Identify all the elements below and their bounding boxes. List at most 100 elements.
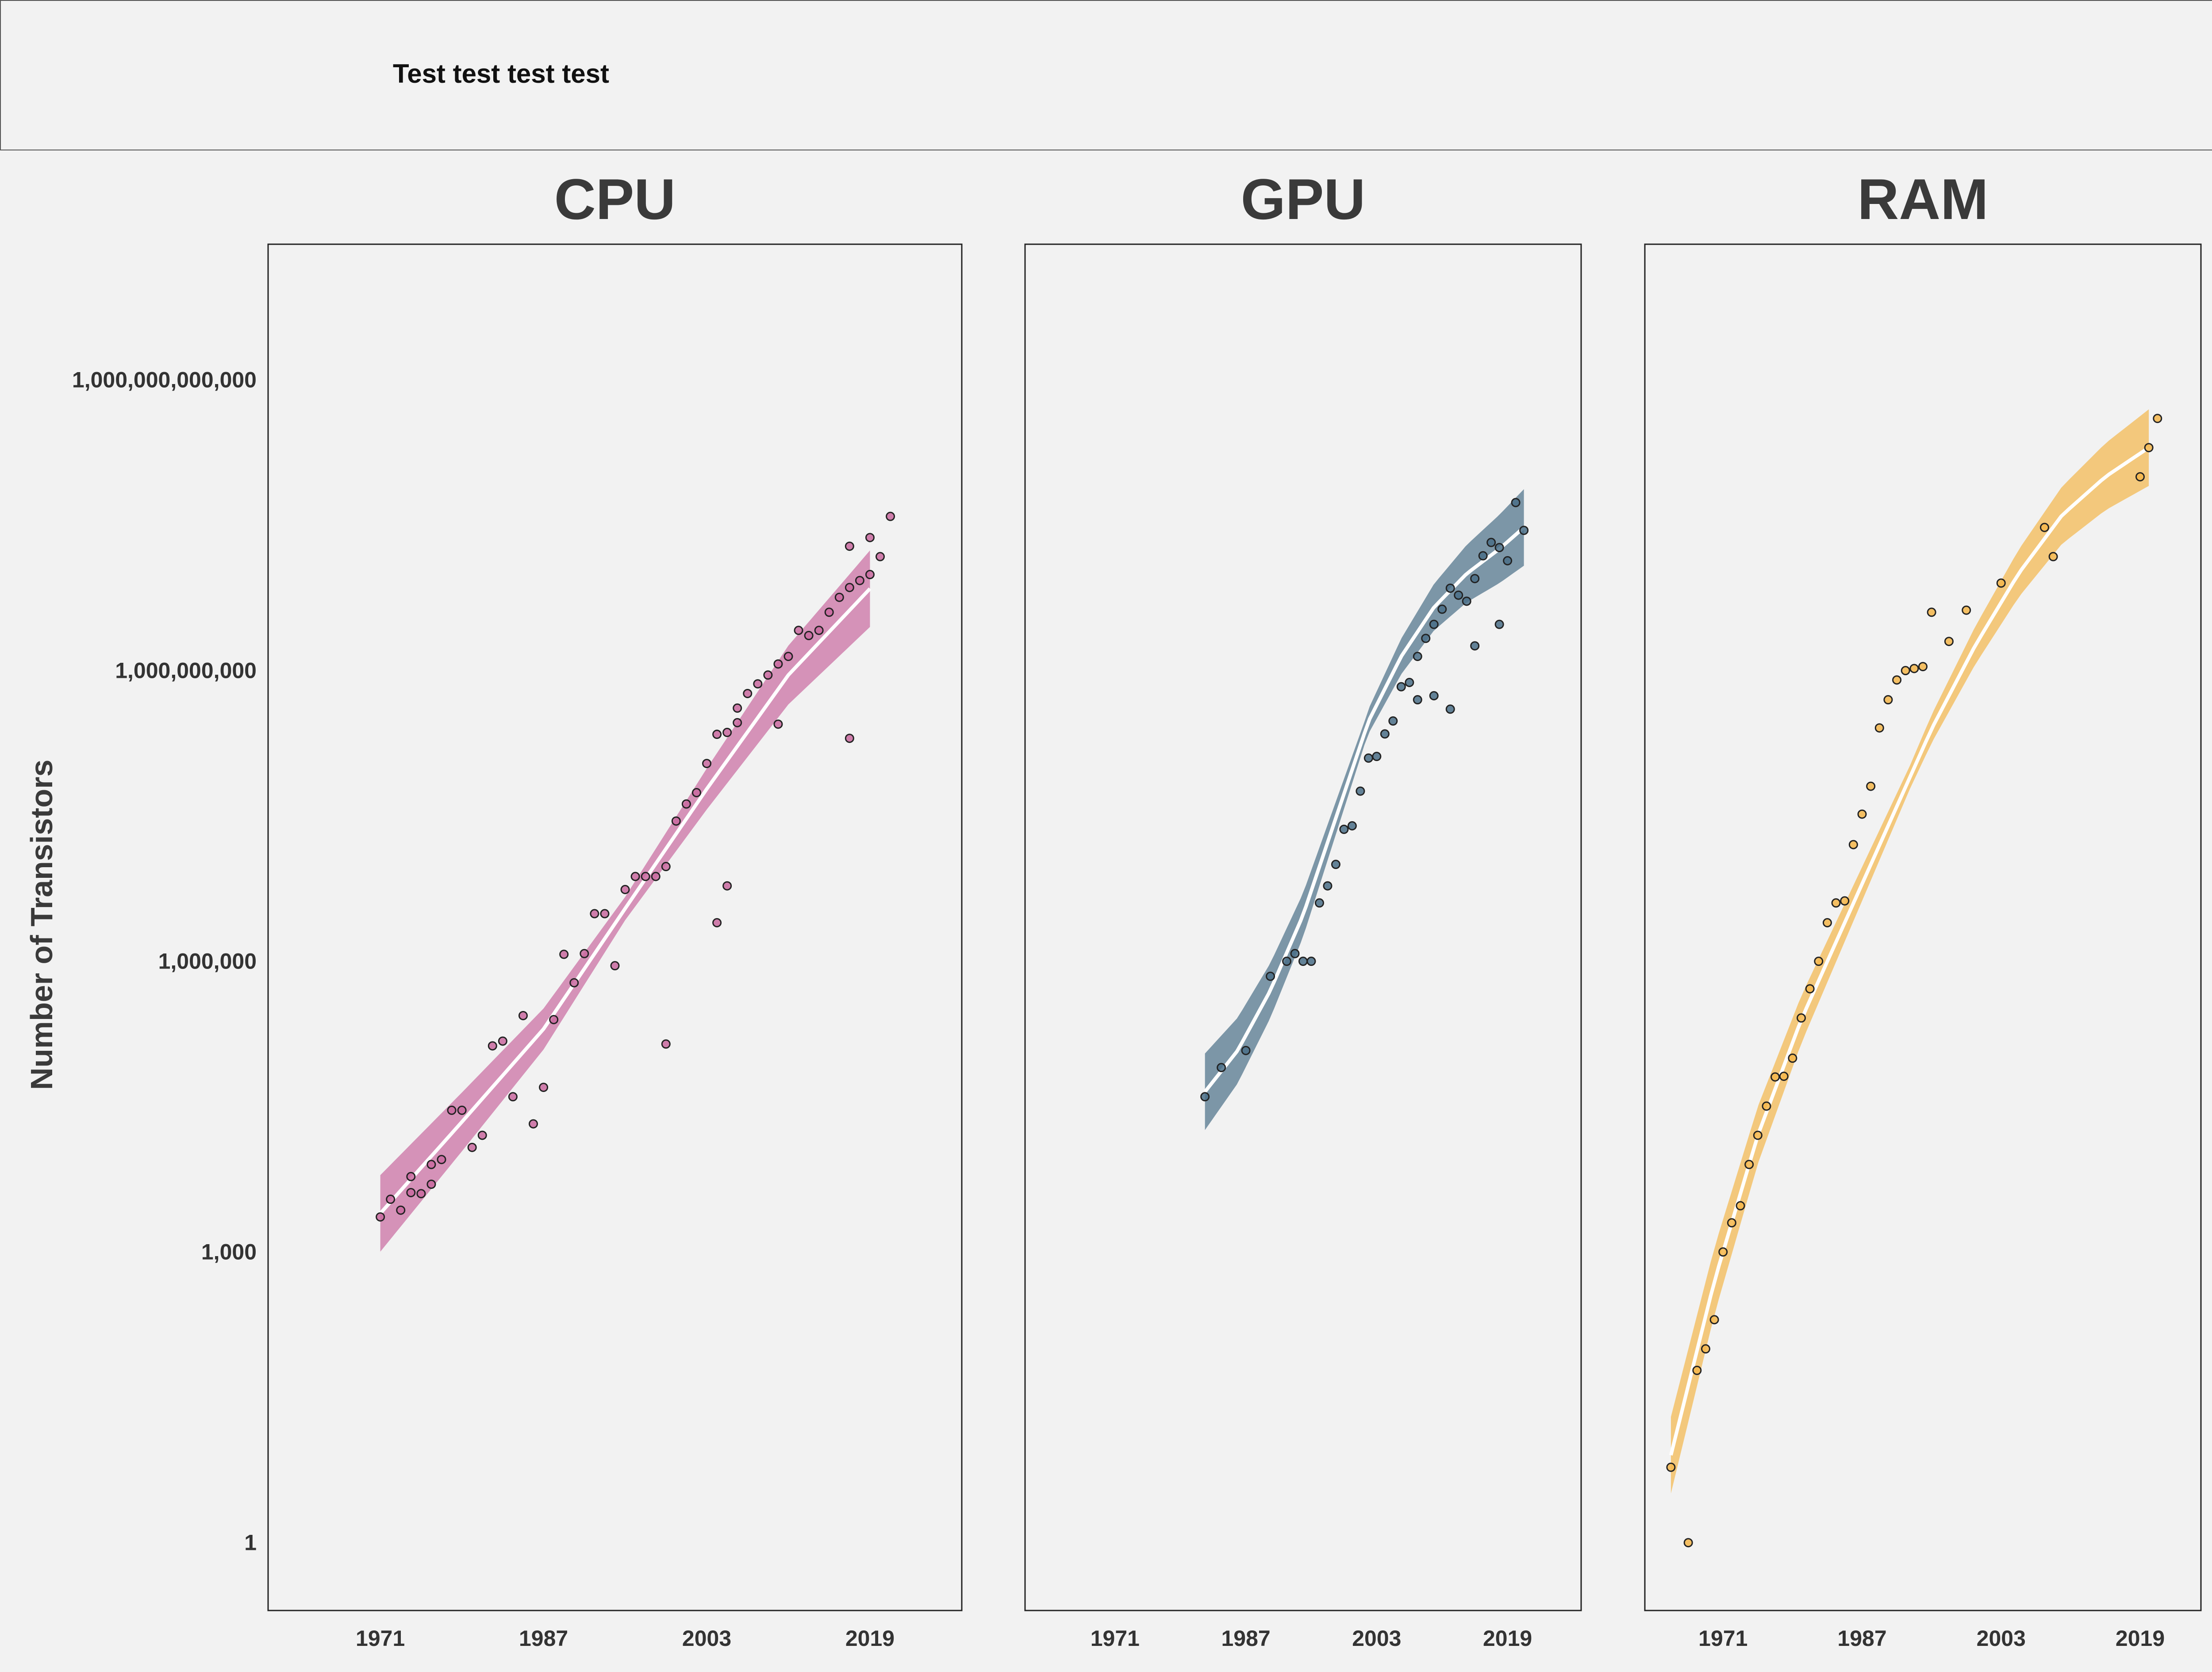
data-point xyxy=(1388,716,1398,726)
data-point xyxy=(437,1155,446,1165)
data-point xyxy=(743,688,753,698)
x-tick-label: 1987 xyxy=(1837,1626,1886,1651)
data-point xyxy=(1944,637,1954,646)
panel-title: GPU xyxy=(1241,167,1366,231)
data-point xyxy=(1692,1365,1702,1375)
data-point xyxy=(1339,824,1349,834)
data-point xyxy=(641,872,650,881)
data-point xyxy=(610,961,620,971)
x-tick-label: 2003 xyxy=(1977,1626,2026,1651)
data-point xyxy=(426,1180,436,1189)
data-point xyxy=(1200,1092,1210,1102)
data-point xyxy=(1494,619,1504,629)
data-point xyxy=(508,1092,518,1102)
data-point xyxy=(1494,543,1504,553)
data-point xyxy=(1788,1053,1797,1063)
data-point xyxy=(2039,523,2049,532)
confidence-band xyxy=(1671,409,2149,1494)
data-point xyxy=(1814,957,1824,966)
confidence-band xyxy=(1205,489,1524,1130)
data-point xyxy=(834,592,844,602)
data-point xyxy=(376,1212,385,1222)
data-point xyxy=(855,576,864,585)
trend-line xyxy=(1669,446,2150,1456)
data-point xyxy=(1380,729,1390,739)
data-point xyxy=(1486,538,1496,547)
data-point xyxy=(620,885,630,895)
data-point xyxy=(1282,957,1292,966)
data-point xyxy=(1805,984,1815,994)
data-point xyxy=(1892,675,1902,685)
data-point xyxy=(1701,1344,1710,1354)
y-tick-label: 1,000,000,000,000 xyxy=(72,368,257,392)
data-point xyxy=(845,734,854,743)
data-point xyxy=(1727,1218,1736,1228)
y-tick-label: 1,000,000,000 xyxy=(115,658,257,683)
data-point xyxy=(1718,1247,1728,1257)
data-point xyxy=(1736,1201,1745,1211)
data-point xyxy=(1454,590,1463,600)
data-point xyxy=(559,949,569,959)
x-tick-label: 1987 xyxy=(519,1626,568,1651)
y-axis-title: Number of Transistors xyxy=(24,760,59,1090)
data-point xyxy=(1857,809,1867,819)
x-tick-label: 2019 xyxy=(2116,1626,2165,1651)
panel-gpu: GPU 1971 1987 2003 2019 xyxy=(1024,167,1582,1651)
x-tick-label: 2003 xyxy=(1352,1626,1401,1651)
data-point xyxy=(590,909,599,919)
data-point xyxy=(1445,704,1455,714)
data-point xyxy=(1470,574,1480,584)
data-point xyxy=(518,1011,528,1020)
data-point xyxy=(1840,896,1850,906)
y-tick-label: 1,000 xyxy=(201,1240,257,1265)
data-point xyxy=(1744,1160,1754,1169)
data-point xyxy=(630,872,640,881)
data-point xyxy=(824,607,834,617)
data-point xyxy=(1429,691,1439,700)
data-point xyxy=(386,1195,396,1204)
data-point xyxy=(539,1083,549,1092)
data-point xyxy=(1503,556,1513,565)
data-point xyxy=(1356,786,1365,796)
data-point xyxy=(549,1015,559,1025)
data-point xyxy=(1478,551,1488,561)
data-point xyxy=(865,570,875,580)
data-point xyxy=(1331,860,1340,869)
data-point xyxy=(1290,949,1300,958)
data-point xyxy=(681,799,691,809)
data-point xyxy=(1470,641,1480,651)
data-point xyxy=(569,978,579,988)
data-point xyxy=(1709,1315,1719,1325)
data-point xyxy=(865,533,875,542)
data-point xyxy=(1445,583,1455,593)
data-point xyxy=(763,670,773,680)
data-point xyxy=(845,542,854,551)
data-point xyxy=(1779,1072,1789,1081)
data-point xyxy=(671,816,681,826)
data-point xyxy=(1413,695,1422,705)
data-point xyxy=(1901,666,1910,676)
y-tick-label: 1 xyxy=(244,1530,257,1555)
data-point xyxy=(2144,443,2154,453)
data-point xyxy=(1372,752,1382,761)
confidence-band xyxy=(380,550,870,1252)
data-point xyxy=(773,659,783,669)
data-point xyxy=(661,1039,671,1049)
data-point xyxy=(804,630,814,640)
data-point xyxy=(416,1189,426,1199)
data-point xyxy=(733,703,742,713)
panel-frame xyxy=(267,243,963,1611)
data-point xyxy=(1927,607,1936,617)
chart-panels: 1 1,000 1,000,000 1,000,000,000 1,000,000,00… xyxy=(72,167,2202,1651)
panel-title: CPU xyxy=(554,167,676,231)
data-point xyxy=(488,1041,497,1051)
data-point xyxy=(1666,1462,1676,1472)
data-point xyxy=(1405,677,1414,687)
data-point xyxy=(773,719,783,729)
x-tick-label: 1971 xyxy=(1091,1626,1140,1651)
data-point xyxy=(1753,1130,1763,1140)
data-point xyxy=(1437,604,1447,614)
data-point xyxy=(1519,526,1529,535)
data-point xyxy=(1241,1045,1251,1055)
